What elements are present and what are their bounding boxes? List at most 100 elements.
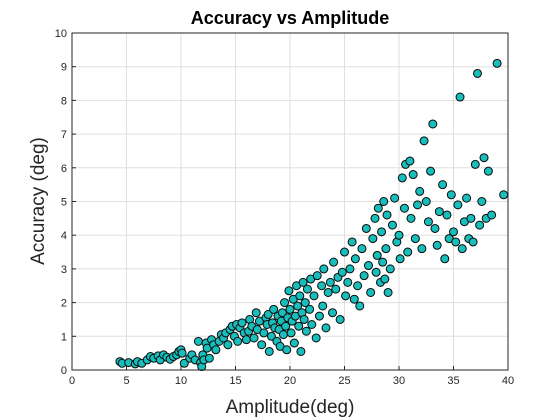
data-point xyxy=(382,245,390,253)
y-tick-label: 0 xyxy=(61,365,67,377)
data-point xyxy=(431,224,439,232)
data-point xyxy=(450,228,458,236)
data-point xyxy=(427,167,435,175)
data-point xyxy=(484,167,492,175)
data-point xyxy=(296,292,304,300)
data-point xyxy=(336,315,344,323)
data-point xyxy=(424,218,432,226)
data-point xyxy=(371,214,379,222)
data-point xyxy=(358,245,366,253)
data-point xyxy=(488,211,496,219)
data-point xyxy=(443,211,451,219)
y-tick-label: 5 xyxy=(61,197,67,209)
data-point xyxy=(310,292,318,300)
x-tick-label: 15 xyxy=(229,375,241,387)
data-point xyxy=(398,174,406,182)
data-point xyxy=(281,299,289,307)
data-point xyxy=(330,258,338,266)
y-tick-label: 8 xyxy=(61,95,67,107)
data-point xyxy=(391,194,399,202)
y-tick-label: 1 xyxy=(61,331,67,343)
y-tick-label: 2 xyxy=(61,298,67,310)
data-point xyxy=(342,292,350,300)
data-point xyxy=(258,341,266,349)
data-point xyxy=(360,272,368,280)
data-point xyxy=(341,248,349,256)
data-point xyxy=(433,241,441,249)
data-point xyxy=(252,309,260,317)
data-point xyxy=(364,262,372,270)
data-point xyxy=(404,248,412,256)
data-point xyxy=(354,282,362,290)
data-point xyxy=(344,278,352,286)
x-tick-label: 10 xyxy=(175,375,187,387)
data-point xyxy=(395,231,403,239)
data-point xyxy=(452,238,460,246)
data-point xyxy=(467,214,475,222)
y-tick-label: 7 xyxy=(61,129,67,141)
data-point xyxy=(384,288,392,296)
x-axis-label: Amplitude(deg) xyxy=(226,397,355,418)
data-point xyxy=(338,268,346,276)
data-point xyxy=(212,346,220,354)
data-point xyxy=(283,346,291,354)
data-point xyxy=(372,268,380,276)
data-point xyxy=(178,349,186,357)
data-point xyxy=(313,272,321,280)
data-point xyxy=(329,309,337,317)
data-point xyxy=(473,69,481,77)
data-point xyxy=(500,191,508,199)
data-point xyxy=(388,221,396,229)
data-point xyxy=(194,337,202,345)
data-point xyxy=(285,287,293,295)
y-tick-label: 10 xyxy=(55,28,67,40)
data-point xyxy=(362,224,370,232)
data-point xyxy=(435,208,443,216)
data-point xyxy=(308,321,316,329)
y-tick-label: 6 xyxy=(61,163,67,175)
x-tick-label: 30 xyxy=(393,375,405,387)
data-point xyxy=(380,198,388,206)
data-point xyxy=(351,255,359,263)
data-point xyxy=(322,324,330,332)
data-point xyxy=(411,235,419,243)
data-point xyxy=(454,201,462,209)
data-point xyxy=(295,322,303,330)
data-point xyxy=(290,339,298,347)
data-point xyxy=(320,265,328,273)
data-point xyxy=(471,160,479,168)
x-tick-label: 20 xyxy=(284,375,296,387)
data-point xyxy=(418,245,426,253)
data-point xyxy=(287,329,295,337)
x-tick-label: 25 xyxy=(338,375,350,387)
data-point xyxy=(318,282,326,290)
data-point xyxy=(324,288,332,296)
data-point xyxy=(332,285,340,293)
data-point xyxy=(302,327,310,335)
data-point xyxy=(414,201,422,209)
data-point xyxy=(416,187,424,195)
data-point xyxy=(379,258,387,266)
data-point xyxy=(420,137,428,145)
data-point xyxy=(319,302,327,310)
data-point xyxy=(476,221,484,229)
x-tick-label: 35 xyxy=(447,375,459,387)
data-points xyxy=(116,59,508,370)
data-point xyxy=(439,181,447,189)
x-tick-label: 5 xyxy=(123,375,129,387)
data-point xyxy=(429,120,437,128)
x-tick-label: 40 xyxy=(502,375,514,387)
data-point xyxy=(422,198,430,206)
data-point xyxy=(447,191,455,199)
data-point xyxy=(250,334,258,342)
data-point xyxy=(350,295,358,303)
data-point xyxy=(306,305,314,313)
data-point xyxy=(441,255,449,263)
data-point xyxy=(265,347,273,355)
data-point xyxy=(378,228,386,236)
x-tick-label: 0 xyxy=(69,375,75,387)
data-point xyxy=(406,157,414,165)
y-tick-label: 3 xyxy=(61,264,67,276)
data-point xyxy=(326,278,334,286)
